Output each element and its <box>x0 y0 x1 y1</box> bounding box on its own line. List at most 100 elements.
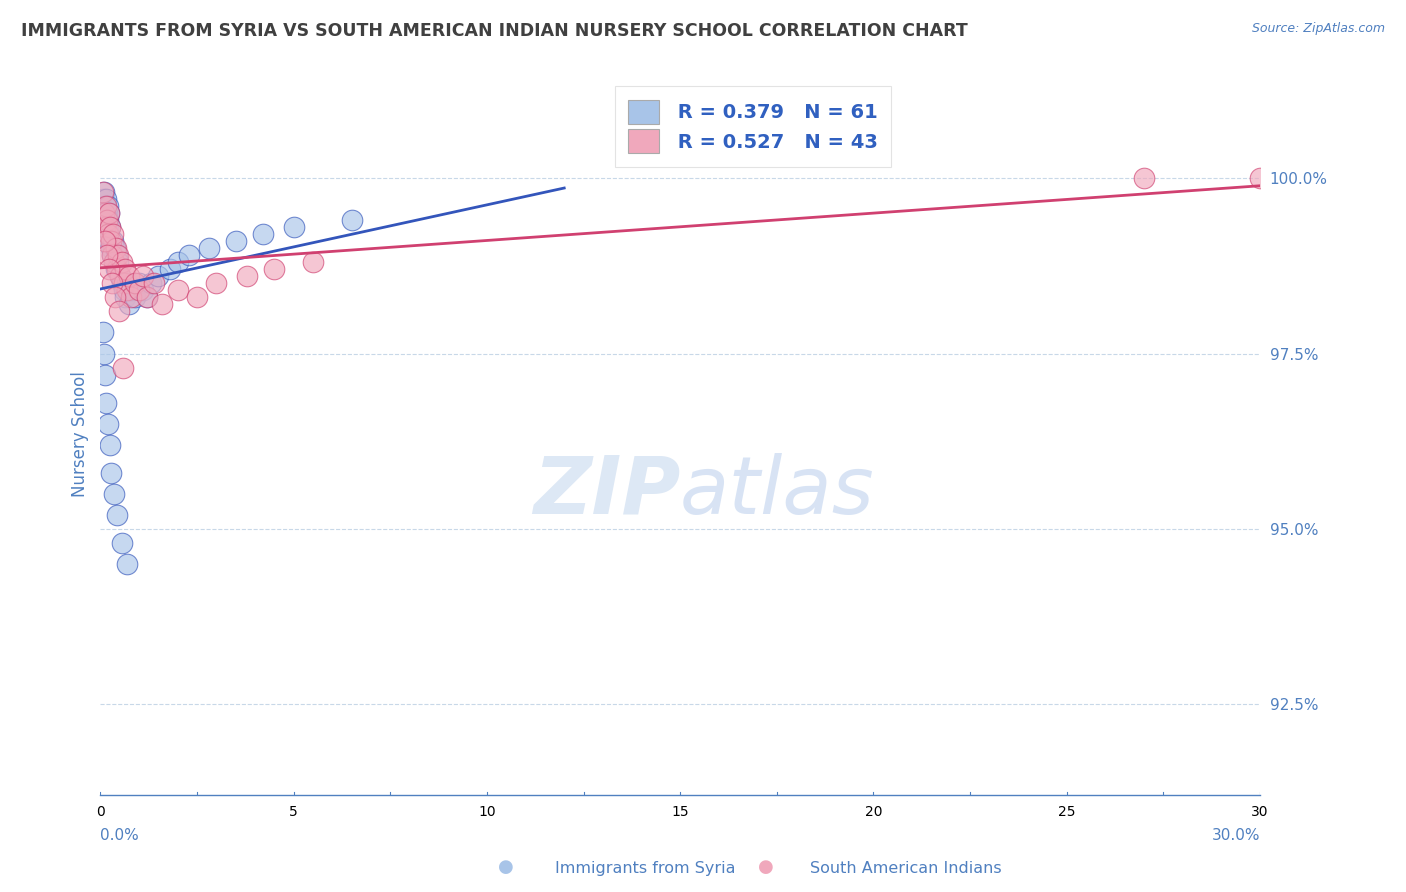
Text: ZIP: ZIP <box>533 453 681 531</box>
Point <box>96 220 118 235</box>
Point <box>94 235 117 249</box>
Text: 30.0%: 30.0% <box>1212 828 1260 843</box>
Point <box>135 290 157 304</box>
Point <box>94 395 117 409</box>
Point <box>118 297 141 311</box>
Point <box>93 185 115 199</box>
Legend:  R = 0.379   N = 61,  R = 0.527   N = 43: R = 0.379 N = 61, R = 0.527 N = 43 <box>614 87 891 167</box>
Point <box>91 206 114 220</box>
Point <box>117 277 139 291</box>
Point <box>110 255 132 269</box>
Point <box>132 284 155 298</box>
Point <box>97 199 120 213</box>
Point <box>101 227 124 242</box>
Point <box>94 213 117 227</box>
Point <box>93 206 115 220</box>
Point <box>143 277 166 291</box>
Point <box>98 220 121 235</box>
Text: 0.0%: 0.0% <box>100 828 139 843</box>
Point <box>236 269 259 284</box>
Point <box>283 220 305 235</box>
Point <box>118 269 141 284</box>
Point <box>112 277 135 291</box>
Point <box>159 262 181 277</box>
Point <box>166 255 188 269</box>
Point <box>107 255 129 269</box>
Point <box>108 269 131 284</box>
Point <box>98 235 121 249</box>
Point <box>197 241 219 255</box>
Point <box>101 277 124 291</box>
Point <box>104 241 127 255</box>
Point <box>105 262 128 277</box>
Point <box>104 241 127 255</box>
Point <box>108 304 131 318</box>
Text: atlas: atlas <box>681 453 875 531</box>
Point <box>124 277 146 291</box>
Point <box>94 192 117 206</box>
Point <box>117 284 139 298</box>
Point <box>105 508 128 522</box>
Point <box>107 248 129 262</box>
Point <box>112 284 135 298</box>
Point <box>120 290 142 304</box>
Point <box>104 262 127 277</box>
Point <box>139 277 162 291</box>
Point <box>115 557 138 571</box>
Point <box>94 199 117 213</box>
Point <box>128 277 150 291</box>
Text: ●: ● <box>498 858 515 876</box>
Point <box>97 417 120 431</box>
Point <box>96 213 118 227</box>
Point <box>1133 171 1156 186</box>
Point <box>101 248 124 262</box>
Point <box>93 220 115 235</box>
Point <box>103 487 125 501</box>
Point <box>179 248 201 262</box>
Point <box>93 206 115 220</box>
Point <box>98 220 121 235</box>
Point <box>94 220 117 235</box>
Point <box>340 213 363 227</box>
Point <box>100 235 122 249</box>
Point <box>252 227 274 242</box>
Point <box>91 199 114 213</box>
Point <box>110 277 132 291</box>
Point <box>104 290 127 304</box>
Point <box>96 213 118 227</box>
Point <box>94 368 117 382</box>
Point <box>1249 171 1271 186</box>
Point <box>132 269 155 284</box>
Point <box>98 262 121 277</box>
Point <box>225 235 247 249</box>
Point <box>97 206 120 220</box>
Point <box>148 269 170 284</box>
Text: Source: ZipAtlas.com: Source: ZipAtlas.com <box>1251 22 1385 36</box>
Point <box>114 262 136 277</box>
Point <box>124 290 146 304</box>
Point <box>93 213 115 227</box>
Point <box>205 277 228 291</box>
Point <box>97 206 120 220</box>
Point <box>96 206 118 220</box>
Point <box>93 185 115 199</box>
Point <box>108 269 131 284</box>
Point <box>97 227 120 242</box>
Point <box>103 255 125 269</box>
Text: IMMIGRANTS FROM SYRIA VS SOUTH AMERICAN INDIAN NURSERY SCHOOL CORRELATION CHART: IMMIGRANTS FROM SYRIA VS SOUTH AMERICAN … <box>21 22 967 40</box>
Point <box>263 262 285 277</box>
Y-axis label: Nursery School: Nursery School <box>72 371 89 497</box>
Point <box>100 241 122 255</box>
Point <box>100 466 122 480</box>
Point <box>103 255 125 269</box>
Text: Immigrants from Syria: Immigrants from Syria <box>555 861 735 876</box>
Point <box>97 213 120 227</box>
Point <box>114 290 136 304</box>
Point <box>97 220 120 235</box>
Point <box>111 360 134 375</box>
Point <box>91 326 114 340</box>
Point <box>93 346 115 360</box>
Point <box>150 297 173 311</box>
Text: South American Indians: South American Indians <box>810 861 1001 876</box>
Point <box>302 255 325 269</box>
